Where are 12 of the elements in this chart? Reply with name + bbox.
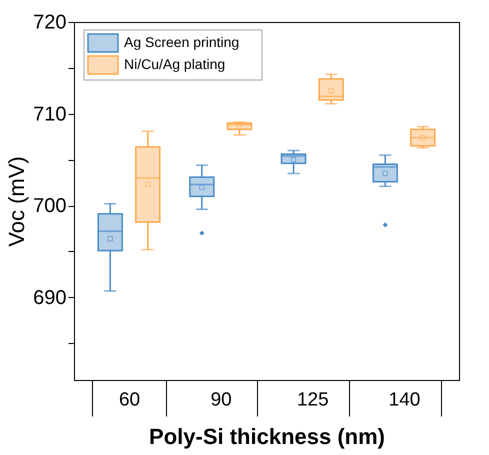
y-tick-label: 710	[33, 103, 66, 126]
x-tick-label: 90	[210, 390, 232, 410]
y-tick-label: 690	[33, 286, 66, 309]
legend-label: Ag Screen printing	[124, 34, 240, 50]
x-axis-title: Poly-Si thickness (nm)	[149, 424, 385, 449]
legend-label: Ni/Cu/Ag plating	[124, 56, 226, 72]
x-tick-label: 140	[388, 390, 420, 410]
y-axis-title: Voc (mV)	[4, 156, 30, 247]
y-tick-label: 720	[33, 12, 66, 34]
x-tick-label: 60	[118, 390, 140, 410]
y-tick-label: 700	[33, 195, 66, 218]
x-tick-label: 125	[296, 390, 329, 410]
